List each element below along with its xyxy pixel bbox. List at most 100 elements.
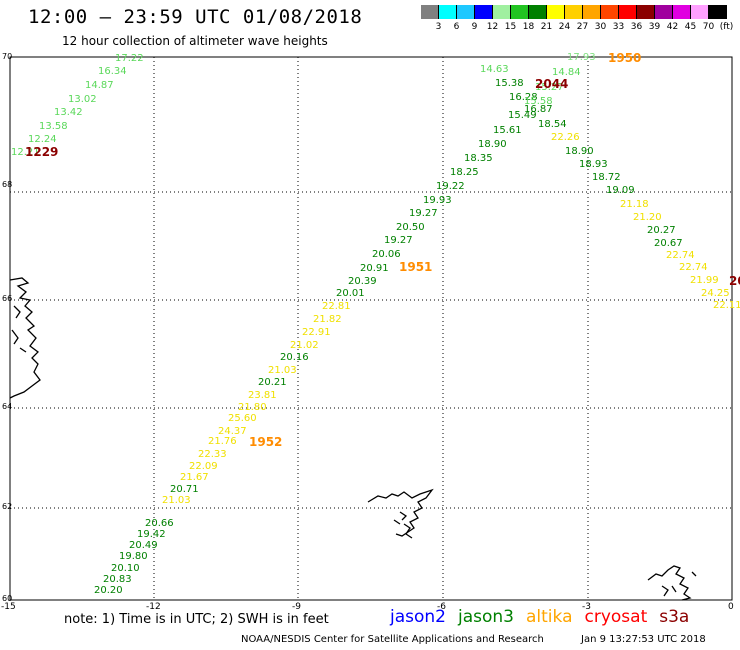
scale-swatch: [673, 5, 691, 19]
wave-height-value: 21.67: [180, 472, 209, 483]
wave-height-value: 21.76: [208, 436, 237, 447]
scale-swatch: [457, 5, 475, 19]
wave-height-value: 18.90: [565, 146, 594, 157]
lat-label: 66: [2, 294, 13, 303]
scale-label: 6: [453, 22, 460, 32]
map-frame: [9, 56, 733, 601]
pass-time-label: 20: [729, 274, 740, 288]
wave-height-value: 20.06: [372, 249, 401, 260]
scale-swatch: [637, 5, 655, 19]
wave-height-value: 22.74: [679, 262, 708, 273]
wave-height-value: 20.71: [170, 484, 199, 495]
map-subtitle: 12 hour collection of altimeter wave hei…: [62, 34, 328, 48]
lon-label: 0: [728, 602, 734, 612]
satellite-legend-item: jason3: [458, 607, 514, 627]
wave-height-value: 21.03: [162, 495, 191, 506]
wave-height-value: 14.87: [85, 80, 114, 91]
wave-height-value: 19.93: [423, 195, 452, 206]
faroe-islands-coastline: [367, 488, 434, 539]
wave-height-value: 22.91: [302, 327, 331, 338]
wave-height-value: 16.28: [509, 92, 538, 103]
wave-height-value: 21.03: [268, 365, 297, 376]
wave-height-value: 15.27: [535, 82, 564, 93]
wave-height-value: 20.21: [258, 377, 287, 388]
scale-label: 9: [471, 22, 478, 32]
scale-label: 18: [522, 22, 535, 32]
wave-height-value: 20.27: [647, 225, 676, 236]
wave-height-value: 18.72: [592, 172, 621, 183]
generated-timestamp: Jan 9 13:27:53 UTC 2018: [581, 634, 706, 645]
scale-swatch: [709, 5, 727, 19]
scale-swatch: [475, 5, 493, 19]
iceland-coastline: [9, 277, 41, 399]
pass-time-label: 2044: [535, 77, 568, 91]
wave-height-observations: 17.22 16.34 14.87 13.02 13.42 13.58 12.24 12.21…: [11, 51, 740, 596]
scale-swatch: [691, 5, 709, 19]
scale-label: 24: [558, 22, 571, 32]
wave-height-value: 21.82: [313, 314, 342, 325]
wave-height-value: 22.81: [322, 301, 351, 312]
wave-height-value: 19.22: [436, 181, 465, 192]
wave-height-value: 16.87: [524, 104, 553, 115]
lon-label: -3: [582, 602, 591, 612]
satellite-legend-item: altika: [526, 607, 573, 627]
wave-height-value: 19.27: [384, 235, 413, 246]
scale-swatch: [619, 5, 637, 19]
satellite-legend-item: cryosat: [584, 607, 648, 627]
wave-height-value: 20.16: [280, 352, 309, 363]
wave-height-value: 20.10: [111, 563, 140, 574]
wave-height-value: 19.42: [137, 529, 166, 540]
wave-height-value: 19.27: [409, 208, 438, 219]
wave-height-value: 22.74: [666, 250, 695, 261]
wave-height-value: 14.84: [552, 67, 581, 78]
wave-height-value: 18.54: [538, 119, 567, 130]
wave-height-value: 20.66: [145, 518, 174, 529]
wave-height-value: 24.37: [218, 426, 247, 437]
wave-height-value: 12.21: [11, 147, 40, 158]
pass-time-label: 1950: [608, 51, 641, 65]
scale-label: 3: [435, 22, 442, 32]
wave-height-value: 20.67: [654, 238, 683, 249]
wave-height-value: 18.90: [478, 139, 507, 150]
wave-height-value: 21.80: [238, 402, 267, 413]
wave-height-value: 15.38: [495, 78, 524, 89]
lon-label: -12: [146, 602, 161, 612]
lat-label: 68: [2, 180, 13, 189]
wave-height-value: 19.09: [606, 185, 635, 196]
map-title: 12:00 – 23:59 UTC 01/08/2018: [28, 6, 363, 28]
scale-swatch: [493, 5, 511, 19]
lat-label: 60: [2, 594, 13, 603]
wave-height-value: 15.61: [493, 125, 522, 136]
wave-height-value: 20.49: [129, 540, 158, 551]
wave-height-value: 14.63: [480, 64, 509, 75]
map-grid: [10, 56, 732, 600]
scale-swatch: [583, 5, 601, 19]
wave-height-value: 17.93: [567, 52, 596, 63]
pass-time-label: 1229: [25, 145, 58, 159]
wave-height-value: 13.02: [68, 94, 97, 105]
wave-height-value: 22.26: [551, 132, 580, 143]
shetland-coastline: [647, 565, 697, 601]
wave-height-value: 24.25: [701, 288, 730, 299]
wave-height-value: 20.91: [360, 263, 389, 274]
satellite-legend: jason2 jason3 altika cryosat s3a: [390, 607, 701, 627]
units-note: note: 1) Time is in UTC; 2) SWH is in fe…: [64, 612, 329, 627]
scale-label: (ft): [719, 22, 734, 32]
scale-swatch: [439, 5, 457, 19]
scale-label: 21: [540, 22, 553, 32]
scale-swatch: [529, 5, 547, 19]
wave-height-value: 15.58: [524, 96, 553, 107]
wave-height-value: 22.11: [713, 300, 740, 311]
scale-label: 45: [684, 22, 697, 32]
scale-label: 30: [594, 22, 607, 32]
satellite-legend-item: jason2: [390, 607, 446, 627]
wave-height-value: 21.18: [620, 199, 649, 210]
scale-label: 39: [648, 22, 661, 32]
lon-label: -15: [1, 602, 16, 612]
scale-label: 27: [576, 22, 589, 32]
wave-height-value: 12.24: [28, 134, 57, 145]
lat-label: 62: [2, 502, 13, 511]
wave-height-value: 20.50: [396, 222, 425, 233]
wave-height-value: 20.83: [103, 574, 132, 585]
